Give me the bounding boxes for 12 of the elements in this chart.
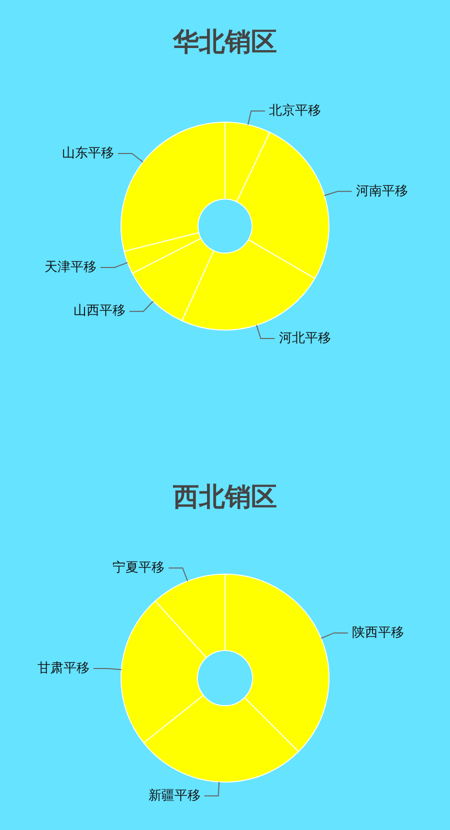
chart-title: 华北销区 <box>172 27 277 58</box>
slice-label: 宁夏平移 <box>112 559 165 576</box>
slice-label: 山西平移 <box>73 304 126 319</box>
slice-label: 河南平移 <box>356 184 408 199</box>
slice-label: 陕西平移 <box>352 625 404 640</box>
slice-label: 天津平移 <box>44 260 96 275</box>
slice-label: 新疆平移 <box>148 788 200 804</box>
slice-label: 北京平移 <box>269 103 322 118</box>
slice-label: 河北平移 <box>278 330 331 346</box>
chart-title: 西北销区 <box>172 482 277 512</box>
slice-label: 山东平移 <box>62 146 114 161</box>
slice-label: 甘肃平移 <box>37 660 90 676</box>
